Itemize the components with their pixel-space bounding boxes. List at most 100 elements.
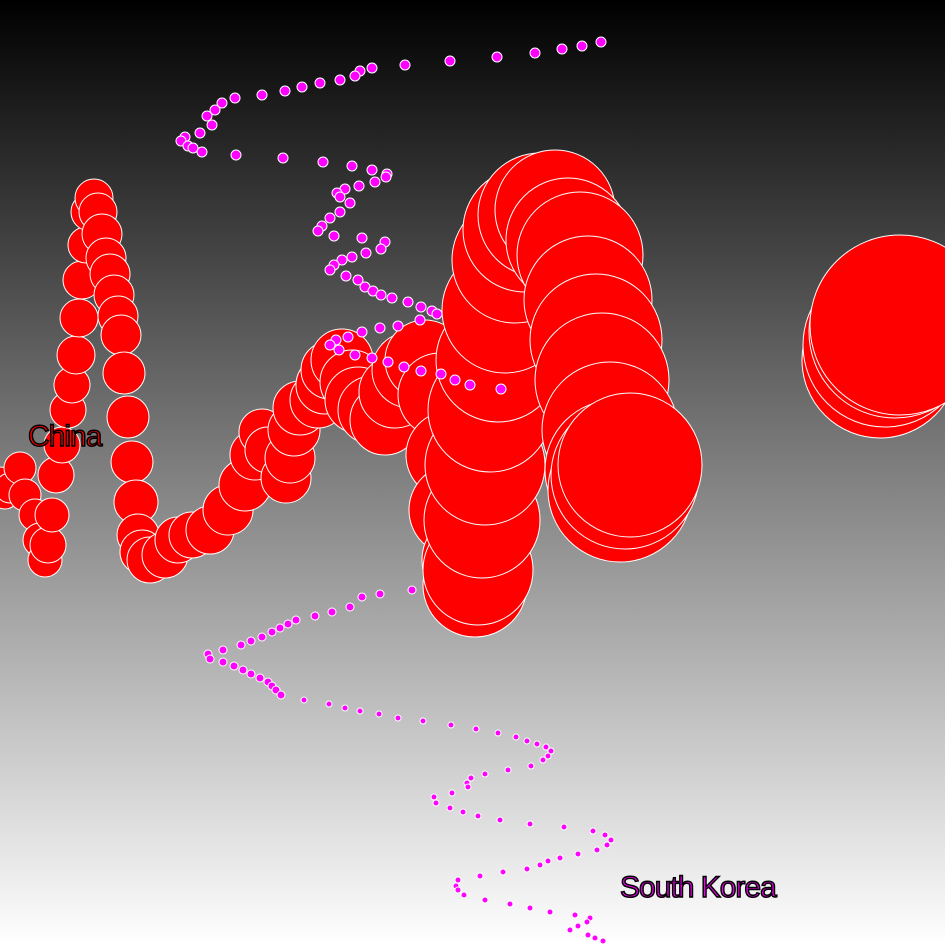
china-point-14	[34, 497, 70, 533]
south-korea-point-152	[481, 896, 489, 904]
south-korea-point-13	[279, 85, 291, 97]
south-korea-point-126	[464, 783, 472, 791]
south-korea-point-10	[334, 74, 346, 86]
south-korea-point-74	[415, 365, 427, 377]
south-korea-point-92	[218, 645, 228, 655]
south-korea-point-115	[523, 737, 531, 745]
china-point-91	[809, 234, 945, 416]
south-korea-point-103	[276, 690, 286, 700]
south-korea-point-123	[481, 770, 489, 778]
south-korea-point-72	[382, 356, 394, 368]
south-korea-point-32	[380, 171, 392, 183]
south-korea-point-127	[448, 789, 456, 797]
south-korea-point-138	[607, 836, 615, 844]
south-korea-point-154	[526, 904, 534, 912]
south-korea-point-11	[314, 77, 326, 89]
south-korea-point-89	[257, 632, 267, 642]
south-korea-point-29	[346, 160, 358, 172]
south-korea-point-1	[576, 40, 588, 52]
south-korea-point-139	[603, 841, 611, 849]
south-korea-point-98	[246, 669, 256, 679]
china-point-20	[59, 298, 99, 338]
south-korea-point-68	[324, 339, 336, 351]
south-korea-point-124	[467, 774, 475, 782]
south-korea-point-109	[394, 714, 402, 722]
china-point-31	[100, 314, 142, 356]
south-korea-point-2	[556, 43, 568, 55]
series-china	[0, 149, 945, 638]
south-korea-point-82	[345, 602, 355, 612]
south-korea-point-70	[349, 349, 361, 361]
south-korea-point-133	[496, 816, 504, 824]
south-korea-point-19	[206, 119, 218, 131]
south-korea-point-77	[464, 379, 476, 391]
south-korea-point-33	[369, 176, 381, 188]
south-korea-point-9	[349, 70, 361, 82]
south-korea-point-25	[196, 146, 208, 158]
south-korea-point-4	[491, 51, 503, 63]
series-south-korea	[175, 36, 615, 945]
south-korea-point-145	[523, 865, 531, 873]
south-korea-point-134	[526, 820, 534, 828]
south-korea-point-144	[536, 861, 544, 869]
south-korea-point-58	[402, 296, 414, 308]
label-south-korea: South Korea	[619, 870, 777, 905]
south-korea-point-141	[574, 850, 582, 858]
south-korea-point-122	[504, 766, 512, 774]
south-korea-point-112	[472, 725, 480, 733]
south-korea-point-80	[375, 589, 385, 599]
south-korea-point-57	[386, 292, 398, 304]
south-korea-point-73	[398, 361, 410, 373]
south-korea-point-94	[205, 654, 215, 664]
south-korea-point-84	[310, 611, 320, 621]
south-korea-point-20	[194, 127, 206, 139]
south-korea-point-131	[459, 808, 467, 816]
south-korea-point-83	[327, 607, 337, 617]
south-korea-point-147	[476, 872, 484, 880]
south-korea-point-53	[352, 274, 364, 286]
south-korea-point-14	[256, 89, 268, 101]
south-korea-point-140	[593, 846, 601, 854]
south-korea-point-61	[431, 308, 443, 320]
south-korea-point-51	[324, 264, 336, 276]
south-korea-point-49	[336, 254, 348, 266]
south-korea-point-85	[291, 615, 301, 625]
south-korea-point-114	[512, 733, 520, 741]
south-korea-point-162	[591, 934, 599, 942]
south-korea-point-155	[546, 908, 554, 916]
south-korea-point-64	[374, 322, 386, 334]
south-korea-point-81	[357, 592, 367, 602]
south-korea-point-156	[571, 911, 579, 919]
south-korea-point-158	[583, 918, 591, 926]
south-korea-point-151	[460, 891, 468, 899]
south-korea-point-48	[346, 251, 358, 263]
south-korea-point-66	[342, 331, 354, 343]
china-point-32	[102, 351, 146, 395]
south-korea-point-0	[595, 36, 607, 48]
south-korea-point-26	[230, 149, 242, 161]
south-korea-point-28	[317, 156, 329, 168]
south-korea-point-38	[344, 197, 356, 209]
label-china: China	[27, 419, 103, 454]
south-korea-point-7	[366, 62, 378, 74]
south-korea-point-153	[506, 900, 514, 908]
south-korea-point-40	[324, 212, 336, 224]
south-korea-point-119	[544, 752, 552, 760]
china-point-34	[110, 440, 154, 484]
south-korea-point-88	[267, 627, 277, 637]
south-korea-point-71	[366, 352, 378, 364]
south-korea-point-87	[275, 623, 285, 633]
south-korea-point-79	[407, 585, 417, 595]
south-korea-point-30	[366, 164, 378, 176]
south-korea-point-76	[449, 374, 461, 386]
south-korea-point-129	[432, 799, 440, 807]
south-korea-point-17	[209, 104, 221, 116]
china-point-8	[3, 451, 37, 485]
south-korea-point-118	[547, 747, 555, 755]
south-korea-point-5	[444, 55, 456, 67]
south-korea-point-34	[353, 180, 365, 192]
south-korea-point-12	[296, 81, 308, 93]
south-korea-point-132	[474, 812, 482, 820]
